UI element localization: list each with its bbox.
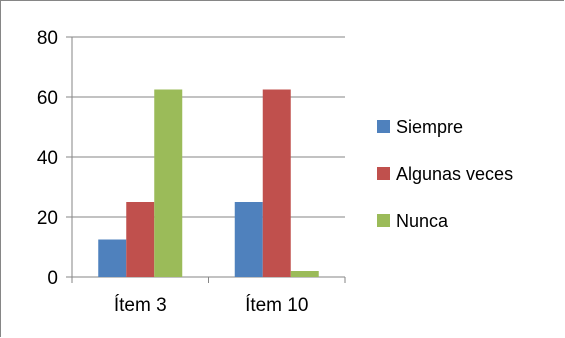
y-tick-label: 20 <box>37 208 58 229</box>
legend: Siempre Algunas veces Nunca <box>377 117 513 231</box>
x-tick-label: Ítem 10 <box>245 295 308 316</box>
bar-algunas-veces-2 <box>262 89 291 277</box>
bar-nunca-2 <box>290 271 319 277</box>
legend-label: Siempre <box>396 117 463 137</box>
y-tick-labels: 0 20 40 60 80 <box>37 28 58 289</box>
x-tick-label: Ítem 3 <box>114 295 167 316</box>
y-tick-label: 40 <box>37 148 58 169</box>
legend-label: Nunca <box>396 211 449 231</box>
bar-siempre-2 <box>234 202 263 277</box>
legend-label: Algunas veces <box>396 164 513 184</box>
legend-swatch <box>377 120 390 133</box>
y-tick-label: 0 <box>47 268 58 289</box>
legend-swatch <box>377 214 390 227</box>
bar-siempre-1 <box>98 239 127 277</box>
y-tick-label: 80 <box>37 28 58 49</box>
x-tick-labels: Ítem 3 Ítem 10 <box>114 295 309 316</box>
gridlines <box>72 36 345 218</box>
bar-algunas-veces-1 <box>126 202 155 277</box>
bar-nunca-1 <box>154 89 183 277</box>
legend-swatch <box>377 167 390 180</box>
bars <box>98 89 319 277</box>
y-tick-label: 60 <box>37 88 58 109</box>
